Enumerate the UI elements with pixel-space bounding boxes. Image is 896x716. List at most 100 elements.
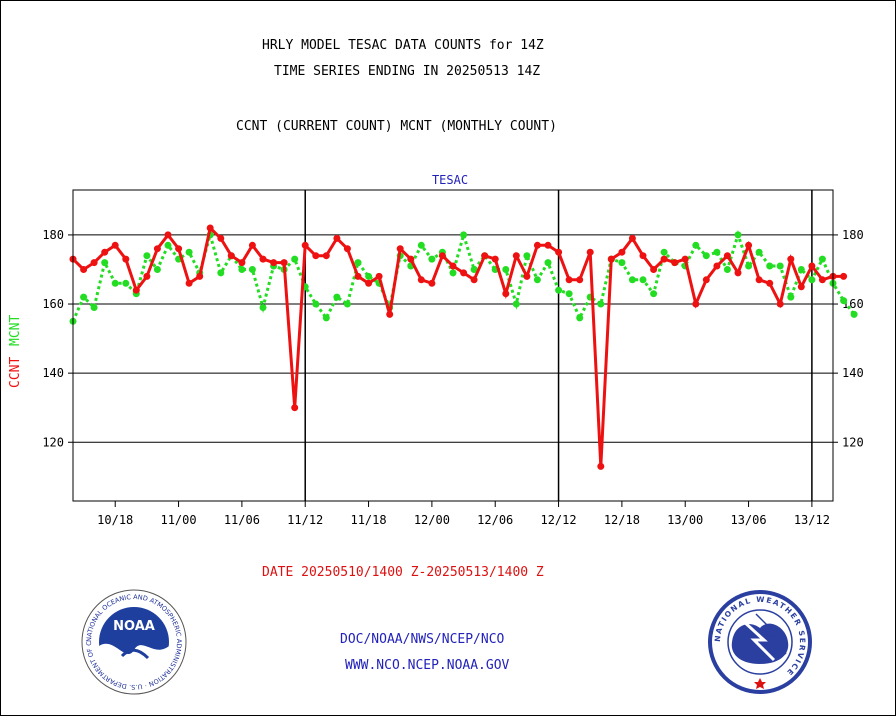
x-tick-label: 12/00 [414, 513, 450, 527]
point-mcnt [618, 259, 626, 267]
point-mcnt [259, 304, 267, 311]
point-ccnt [153, 245, 161, 253]
point-mcnt [90, 304, 98, 311]
x-tick-label: 11/06 [224, 513, 260, 527]
point-ccnt [449, 262, 457, 270]
point-ccnt [639, 252, 647, 260]
point-ccnt [333, 234, 341, 242]
point-mcnt [322, 314, 330, 322]
point-mcnt [755, 248, 763, 256]
point-mcnt [692, 241, 700, 249]
y-tick-label-left: 120 [42, 435, 64, 449]
point-ccnt [491, 255, 499, 263]
nws-logo: NATIONAL WEATHER SERVICE [708, 590, 812, 694]
point-ccnt [776, 300, 784, 308]
series-layer [69, 224, 858, 470]
x-tick-label: 12/06 [477, 513, 513, 527]
point-mcnt [460, 231, 468, 239]
y-tick-label-right: 140 [842, 366, 864, 380]
point-mcnt [122, 279, 130, 287]
point-ccnt [375, 272, 383, 280]
nco-path[interactable]: DOC/NOAA/NWS/NCEP/NCO [340, 632, 505, 647]
point-ccnt [660, 255, 668, 263]
point-ccnt [723, 252, 731, 260]
point-ccnt [555, 248, 563, 256]
series-line-mcnt [71, 229, 856, 322]
point-mcnt [660, 248, 668, 256]
point-ccnt [206, 224, 214, 232]
point-ccnt [175, 245, 183, 253]
chart-description: CCNT (CURRENT COUNT) MCNT (MONTHLY COUNT… [236, 119, 557, 134]
point-mcnt [365, 272, 373, 280]
point-ccnt [671, 259, 679, 267]
point-ccnt [312, 252, 320, 260]
point-ccnt [745, 241, 753, 249]
point-mcnt [333, 293, 341, 301]
point-mcnt [808, 276, 816, 284]
point-ccnt [470, 276, 478, 284]
point-ccnt [481, 252, 489, 260]
plot-border [72, 189, 834, 502]
point-mcnt [639, 276, 647, 284]
ylabel-ccnt: CCNT [8, 357, 23, 388]
ylabel-mcnt: MCNT [8, 315, 23, 346]
point-ccnt [797, 283, 805, 291]
point-ccnt [259, 255, 267, 263]
point-mcnt [650, 290, 658, 298]
point-ccnt [818, 276, 826, 284]
point-mcnt [787, 293, 795, 301]
x-tick-label: 11/18 [350, 513, 386, 527]
point-ccnt [417, 276, 425, 284]
point-mcnt [185, 248, 193, 256]
point-mcnt [576, 314, 584, 322]
point-ccnt [185, 279, 193, 287]
point-mcnt [111, 279, 119, 287]
point-mcnt [101, 259, 109, 267]
y-tick-label-left: 180 [42, 228, 64, 242]
point-ccnt [407, 255, 415, 263]
point-mcnt [766, 262, 774, 270]
point-ccnt [628, 234, 636, 242]
point-ccnt [512, 252, 520, 260]
noaa-logo: NATIONAL OCEANIC AND ATMOSPHERIC ADMINIS… [81, 589, 187, 695]
x-tick-label: 12/18 [604, 513, 640, 527]
point-ccnt [586, 248, 594, 256]
point-ccnt [755, 276, 763, 284]
point-ccnt [840, 272, 848, 280]
point-ccnt [122, 255, 130, 263]
point-ccnt [132, 286, 140, 294]
point-mcnt [354, 259, 362, 267]
x-tick-label: 13/06 [730, 513, 766, 527]
point-mcnt [840, 297, 848, 305]
point-ccnt [270, 259, 278, 267]
point-ccnt [238, 259, 246, 267]
point-mcnt [850, 310, 858, 318]
point-ccnt [523, 272, 531, 280]
point-ccnt [576, 276, 584, 284]
point-ccnt [90, 259, 98, 267]
point-ccnt [692, 300, 700, 308]
point-ccnt [565, 276, 573, 284]
point-ccnt [766, 279, 774, 287]
x-tick-label: 11/00 [160, 513, 196, 527]
point-mcnt [417, 241, 425, 249]
point-ccnt [291, 404, 299, 412]
x-tick-label: 13/00 [667, 513, 703, 527]
point-ccnt [533, 241, 541, 249]
point-mcnt [797, 266, 805, 273]
nco-website[interactable]: WWW.NCO.NCEP.NOAA.GOV [345, 658, 510, 673]
point-ccnt [702, 276, 710, 284]
point-mcnt [723, 266, 731, 273]
point-ccnt [322, 252, 330, 260]
point-ccnt [101, 248, 109, 256]
point-ccnt [502, 290, 510, 298]
point-mcnt [734, 231, 742, 239]
x-tick-label: 12/12 [540, 513, 576, 527]
point-mcnt [449, 269, 457, 277]
point-ccnt [460, 269, 468, 277]
point-mcnt [428, 255, 436, 263]
point-mcnt [238, 266, 246, 273]
point-ccnt [650, 266, 658, 273]
point-mcnt [143, 252, 151, 260]
